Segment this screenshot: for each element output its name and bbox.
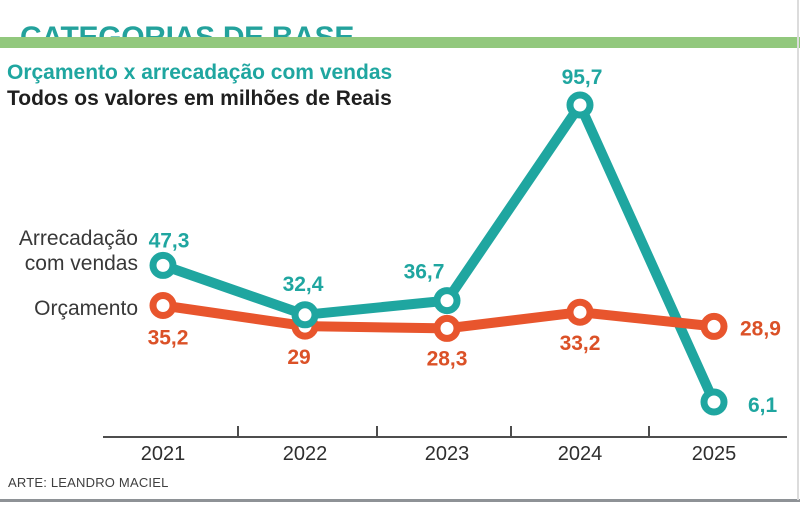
marker-orcamento-2025 <box>700 312 728 340</box>
value-label-orcamento-2025: 28,9 <box>740 317 781 340</box>
value-label-arrecadacao-2023: 36,7 <box>404 261 445 284</box>
year-label-2024: 2024 <box>558 443 603 465</box>
bottom-rule <box>0 499 800 502</box>
legend-arrecadacao-line2: com vendas <box>25 252 138 275</box>
year-label-2022: 2022 <box>283 443 328 465</box>
marker-orcamento-2024 <box>566 298 594 326</box>
marker-orcamento-2023 <box>433 314 461 342</box>
marker-arrecadacao-2025 <box>700 388 728 416</box>
legend-orcamento-line1: Orçamento <box>34 297 138 320</box>
chart-title: Orçamento x arrecadação com vendas <box>7 61 393 84</box>
value-label-arrecadacao-2025: 6,1 <box>748 394 778 417</box>
marker-arrecadacao-2023 <box>433 287 461 315</box>
credit-text: ARTE: LEANDRO MACIEL <box>8 475 169 490</box>
value-label-arrecadacao-2022: 32,4 <box>283 273 324 296</box>
year-label-2025: 2025 <box>692 443 737 465</box>
year-label-2021: 2021 <box>141 443 186 465</box>
value-label-orcamento-2022: 29 <box>287 346 310 369</box>
legend-arrecadacao-line1: Arrecadação <box>19 227 138 250</box>
year-label-2023: 2023 <box>425 443 470 465</box>
value-label-arrecadacao-2024: 95,7 <box>562 66 603 89</box>
right-edge-rule <box>797 0 799 500</box>
green-divider <box>0 37 800 48</box>
marker-arrecadacao-2021 <box>149 251 177 279</box>
value-label-orcamento-2024: 33,2 <box>560 332 601 355</box>
value-label-orcamento-2021: 35,2 <box>148 327 189 350</box>
value-label-arrecadacao-2021: 47,3 <box>149 229 190 252</box>
marker-arrecadacao-2022 <box>291 301 319 329</box>
value-label-orcamento-2023: 28,3 <box>427 347 468 370</box>
marker-arrecadacao-2024 <box>566 91 594 119</box>
chart-subtitle: Todos os valores em milhões de Reais <box>7 87 392 110</box>
marker-orcamento-2021 <box>149 292 177 319</box>
